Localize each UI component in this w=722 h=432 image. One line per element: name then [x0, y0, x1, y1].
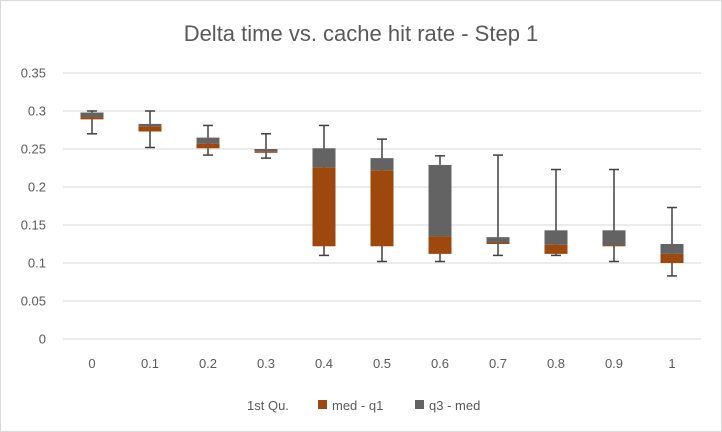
box-segment-med-q1: [196, 143, 220, 149]
legend-label-q3-med: q3 - med: [429, 398, 480, 413]
box-segment-med-q1: [312, 167, 336, 247]
box-segment-q3-med: [602, 230, 626, 246]
chart-title: Delta time vs. cache hit rate - Step 1: [184, 21, 539, 46]
box-segment-q3-med: [660, 244, 684, 254]
x-axis-tick-labels: 0 0.1 0.2 0.3 0.4 0.5 0.6 0.7 0.8 0.9 1: [88, 356, 675, 371]
box-segment-q3-med: [312, 148, 336, 168]
x-tick-label: 0.8: [547, 356, 565, 371]
y-tick-label: 0: [39, 332, 46, 347]
box-segment-med-q1: [486, 242, 510, 244]
x-tick-label: 0.5: [373, 356, 391, 371]
y-tick-label: 0.05: [21, 294, 46, 309]
legend: 1st Qu. med - q1 q3 - med: [247, 398, 480, 413]
x-tick-label: 0.4: [315, 356, 333, 371]
legend-swatch-med-q1: [318, 400, 327, 409]
box-segment-q3-med: [254, 149, 278, 152]
x-tick-label: 0.2: [199, 356, 217, 371]
box-segment-med-q1: [602, 245, 626, 247]
legend-label-med-q1: med - q1: [332, 398, 383, 413]
box-segment-med-q1: [428, 236, 452, 254]
x-tick-label: 0: [88, 356, 95, 371]
x-tick-label: 0.6: [431, 356, 449, 371]
box-segment-q3-med: [138, 123, 162, 127]
box-segment-q3-med: [486, 237, 510, 243]
box-segment-q3-med: [544, 230, 568, 245]
y-tick-label: 0.3: [28, 104, 46, 119]
x-tick-label: 1: [668, 356, 675, 371]
box-segment-med-q1: [544, 244, 568, 254]
x-tick-label: 0.9: [605, 356, 623, 371]
y-tick-label: 0.1: [28, 256, 46, 271]
y-tick-label: 0.15: [21, 218, 46, 233]
box-segment-med-q1: [370, 170, 394, 247]
box-segment-med-q1: [254, 151, 278, 153]
y-axis-tick-labels: 0 0.05 0.1 0.15 0.2 0.25 0.3 0.35: [21, 66, 46, 347]
box-segment-med-q1: [660, 253, 684, 263]
legend-swatch-q3-med: [415, 400, 424, 409]
box-segment-med-q1: [80, 117, 104, 120]
legend-label-1st-qu: 1st Qu.: [247, 398, 289, 413]
box-segment-med-q1: [138, 126, 162, 132]
box-segment-q3-med: [370, 158, 394, 171]
box-segment-q3-med: [428, 164, 452, 237]
box-segment-q3-med: [80, 112, 104, 118]
x-tick-label: 0.1: [141, 356, 159, 371]
y-tick-label: 0.25: [21, 142, 46, 157]
x-tick-label: 0.3: [257, 356, 275, 371]
box-segment-q3-med: [196, 137, 220, 144]
y-tick-label: 0.2: [28, 180, 46, 195]
box-segments: [80, 112, 684, 263]
y-tick-label: 0.35: [21, 66, 46, 81]
x-tick-label: 0.7: [489, 356, 507, 371]
